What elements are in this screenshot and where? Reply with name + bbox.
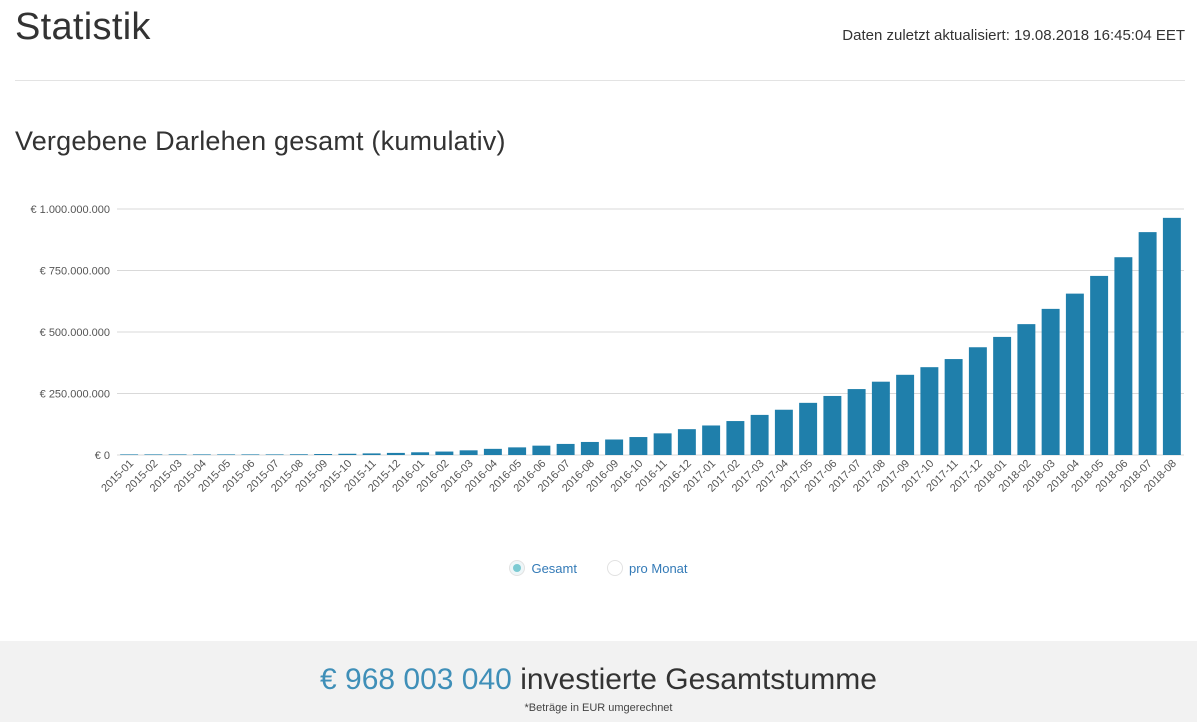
radio-unchecked-icon[interactable]	[606, 560, 623, 576]
bar	[653, 433, 672, 455]
bar	[944, 359, 963, 455]
cumulative-loans-bar-chart: € 0 € 250.000.000 € 500.000.000 € 750.000.0…	[30, 204, 1184, 495]
bar	[580, 441, 599, 455]
header-divider	[15, 80, 1185, 81]
y-tick-label: € 750.000.000	[40, 266, 110, 278]
bar	[677, 429, 696, 455]
bar	[750, 414, 769, 455]
mode-option-total[interactable]: Gesamt	[509, 560, 577, 576]
bar	[241, 454, 260, 455]
y-tick-label: € 500.000.000	[40, 327, 110, 339]
mode-option-total-label: Gesamt	[531, 560, 577, 576]
bar	[217, 454, 236, 455]
total-label: investierte Gesamtstumme	[511, 663, 877, 696]
bar	[823, 395, 842, 455]
currency-note: *Beträge in EUR umgerechnet	[524, 702, 673, 714]
bar	[1138, 232, 1157, 455]
total-summary: € 968 003 040 investierte Gesamtstumme	[0, 663, 1197, 697]
total-amount: € 968 003 040	[320, 663, 512, 696]
bar	[871, 381, 890, 455]
bar	[799, 402, 818, 455]
bar	[1017, 324, 1036, 455]
radio-checked-icon[interactable]	[509, 560, 526, 576]
y-tick-label: € 0	[95, 450, 110, 462]
bar	[1162, 217, 1181, 455]
bar	[314, 454, 333, 455]
y-tick-label: € 1.000.000.000	[30, 204, 110, 216]
bar	[459, 450, 478, 455]
bar	[386, 452, 405, 455]
bar	[993, 336, 1012, 455]
chart-title: Vergebene Darlehen gesamt (kumulativ)	[15, 126, 506, 156]
chart-mode-toggle: Gesamt pro Monat	[0, 560, 1197, 576]
bar	[338, 453, 357, 455]
bar	[1090, 275, 1109, 455]
mode-option-per-month[interactable]: pro Monat	[606, 560, 688, 576]
bar	[1065, 293, 1084, 455]
bar	[362, 453, 381, 455]
bar	[168, 454, 187, 455]
bar	[726, 421, 745, 455]
y-tick-label: € 250.000.000	[40, 389, 110, 401]
bar	[120, 454, 139, 455]
bar	[144, 454, 163, 455]
bar	[265, 454, 284, 455]
bar	[968, 347, 987, 455]
bar	[629, 437, 648, 455]
page-title: Statistik	[15, 6, 151, 48]
bar	[435, 451, 454, 455]
last-updated-text: Daten zuletzt aktualisiert: 19.08.2018 1…	[842, 27, 1185, 44]
bar	[920, 367, 939, 455]
bar	[289, 454, 308, 455]
bar	[702, 425, 721, 455]
bar	[483, 448, 502, 455]
bar	[556, 443, 575, 455]
bar	[1041, 308, 1060, 455]
bar	[1114, 257, 1133, 455]
mode-option-per-month-label: pro Monat	[628, 560, 688, 576]
bar	[774, 409, 793, 455]
bar	[605, 439, 624, 455]
bar	[192, 454, 211, 455]
bar	[508, 447, 527, 455]
bar	[411, 452, 430, 455]
bar	[896, 374, 915, 455]
bar	[532, 445, 551, 455]
total-summary-banner: € 968 003 040 investierte Gesamtstumme *…	[0, 641, 1197, 722]
bar	[847, 389, 866, 455]
